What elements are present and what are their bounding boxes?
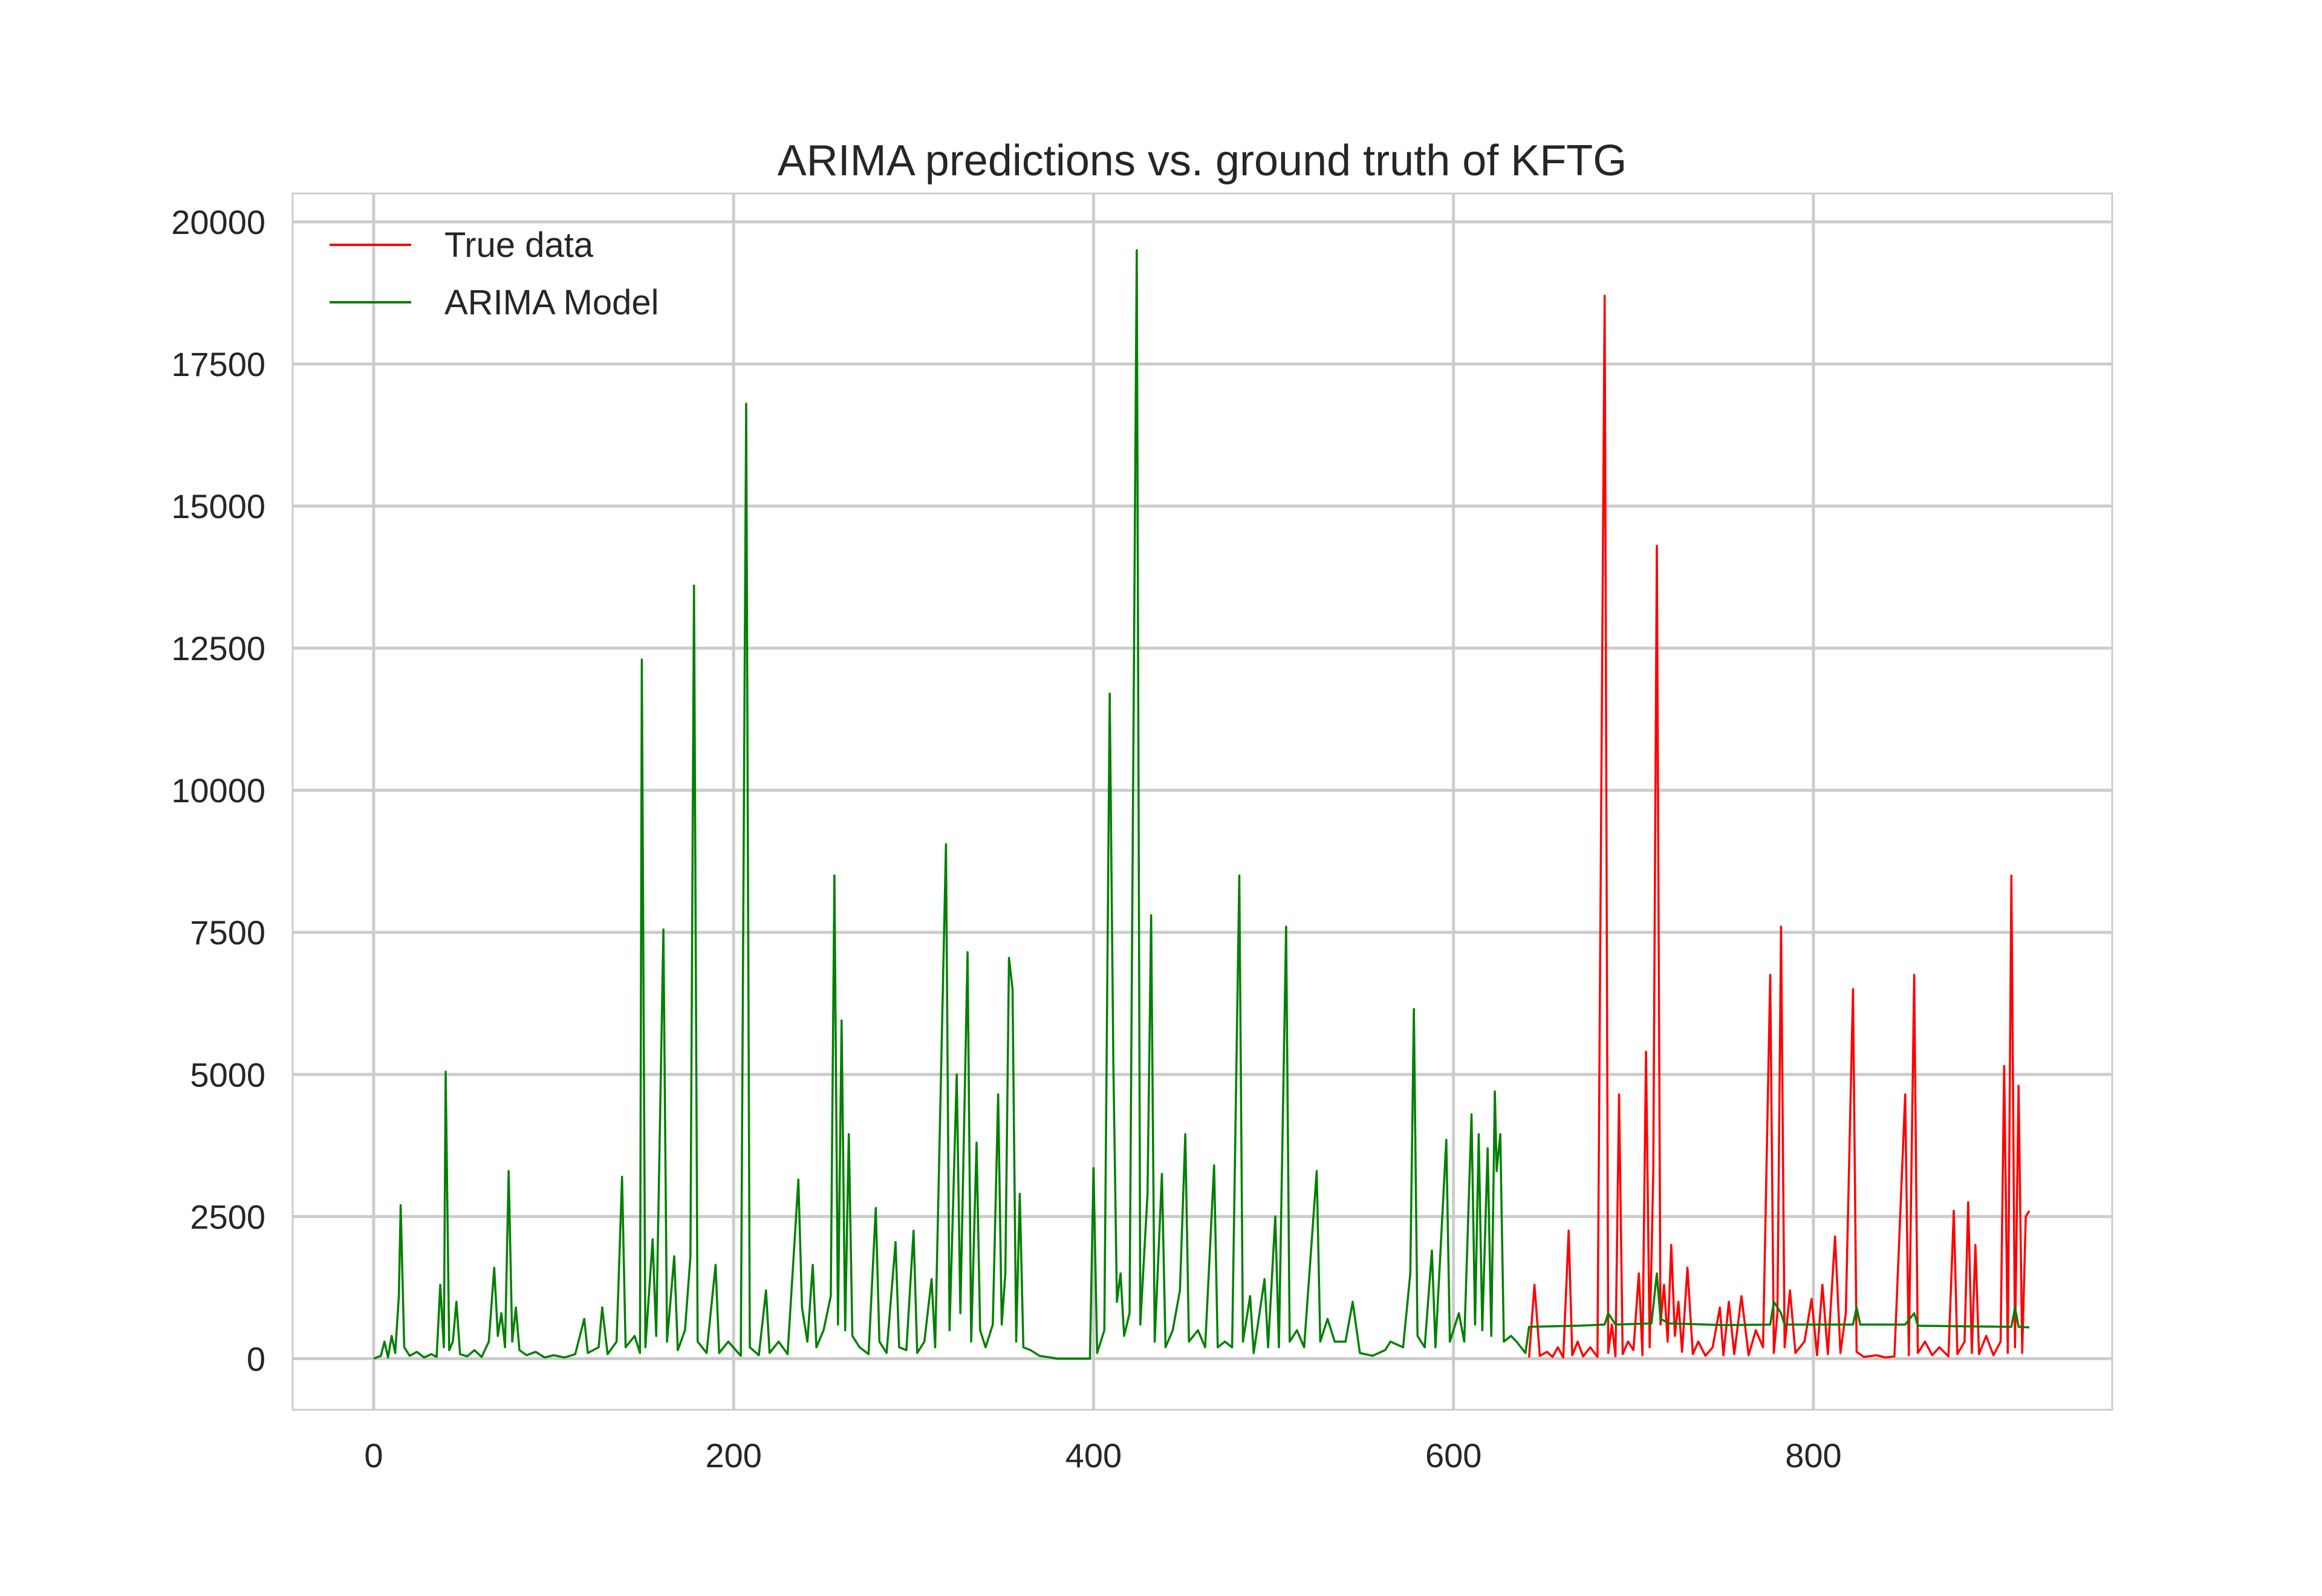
y-tick-label: 2500	[190, 1198, 265, 1236]
y-tick-label: 10000	[171, 771, 265, 809]
x-tick-label: 800	[1785, 1436, 1841, 1474]
plot-frame	[291, 192, 2113, 1411]
x-tick-label: 400	[1065, 1436, 1122, 1474]
y-tick-label: 12500	[171, 629, 265, 667]
series-line-true-data	[1527, 294, 2031, 1359]
plot-background	[293, 193, 2112, 1410]
chart-title: ARIMA predictions vs. ground truth of KF…	[778, 137, 1627, 185]
y-tick-label: 20000	[171, 203, 265, 241]
tick-layer: 0 2500 5000 7500 10000 12500 15000 17500 20000 0 2…	[171, 203, 1841, 1474]
legend: True data ARIMA Model	[330, 225, 659, 322]
y-tick-label: 7500	[190, 913, 265, 952]
x-tick-label: 200	[705, 1436, 761, 1474]
y-tick-label: 0	[247, 1340, 265, 1378]
y-tick-label: 5000	[190, 1056, 265, 1094]
y-tick-label: 17500	[171, 345, 265, 383]
grid-layer	[293, 193, 2112, 1410]
legend-label-true-data: True data	[444, 225, 594, 265]
series-line-arima-model	[373, 249, 2030, 1360]
y-tick-label: 15000	[171, 487, 265, 525]
series-layer	[373, 249, 2031, 1360]
legend-label-arima-model: ARIMA Model	[444, 283, 659, 322]
x-tick-label: 600	[1425, 1436, 1481, 1474]
x-tick-label: 0	[364, 1436, 383, 1474]
